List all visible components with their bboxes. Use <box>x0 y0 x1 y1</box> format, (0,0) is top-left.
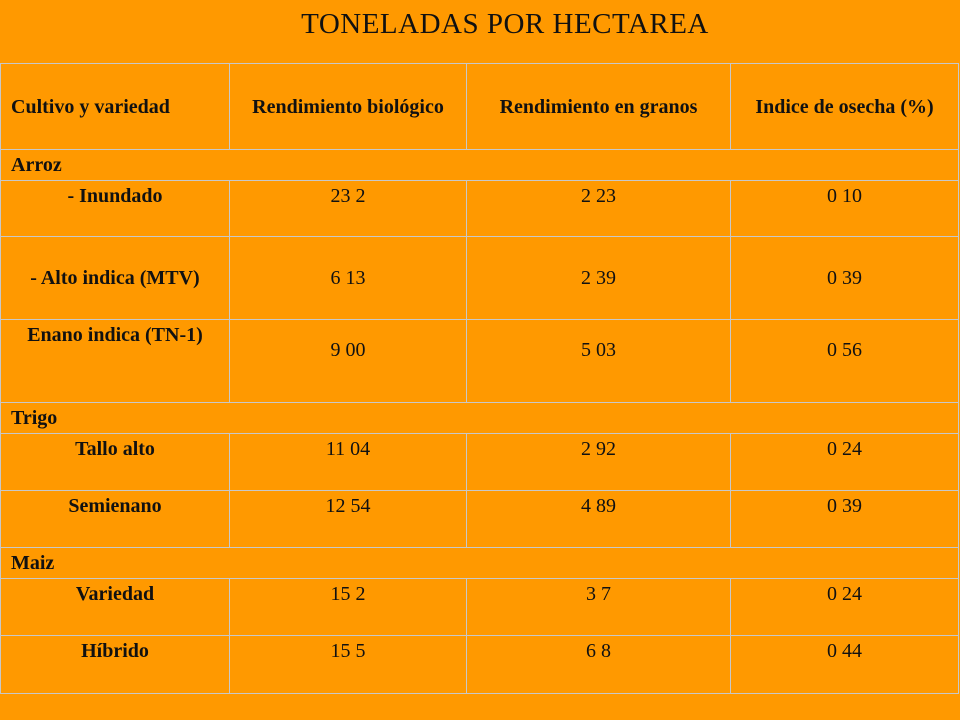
yield-table: Cultivo y variedad Rendimiento biológico… <box>0 63 959 694</box>
table-row: - Alto indica (MTV) 6 13 2 39 0 39 <box>0 236 959 320</box>
cell-granos: 6 8 <box>466 635 731 694</box>
table-row: Semienano 12 54 4 89 0 39 <box>0 490 959 548</box>
row-name: Híbrido <box>0 635 230 694</box>
table-row: Híbrido 15 5 6 8 0 44 <box>0 635 959 694</box>
row-name: - Inundado <box>0 180 230 237</box>
group-label-arroz: Arroz <box>0 149 959 181</box>
cell-indice: 0 56 <box>730 319 959 403</box>
cell-bio: 15 5 <box>229 635 467 694</box>
row-name: Variedad <box>0 578 230 636</box>
cell-indice: 0 24 <box>730 578 959 636</box>
table-row: Tallo alto 11 04 2 92 0 24 <box>0 433 959 491</box>
table-row: Variedad 15 2 3 7 0 24 <box>0 578 959 636</box>
row-name: Semienano <box>0 490 230 548</box>
cell-bio: 15 2 <box>229 578 467 636</box>
page-title: TONELADAS POR HECTAREA <box>301 8 709 40</box>
group-row-maiz: Maiz <box>0 547 959 579</box>
group-row-trigo: Trigo <box>0 402 959 434</box>
cell-indice: 0 10 <box>730 180 959 237</box>
header-indice-cosecha: Indice de osecha (%) <box>730 63 959 150</box>
cell-granos: 3 7 <box>466 578 731 636</box>
cell-indice: 0 44 <box>730 635 959 694</box>
group-label-maiz: Maiz <box>0 547 959 579</box>
table-header-row: Cultivo y variedad Rendimiento biológico… <box>0 63 959 150</box>
cell-bio: 6 13 <box>229 236 467 320</box>
cell-granos: 2 92 <box>466 433 731 491</box>
table-row: - Inundado 23 2 2 23 0 10 <box>0 180 959 237</box>
cell-indice: 0 24 <box>730 433 959 491</box>
header-rendimiento-granos: Rendimiento en granos <box>466 63 731 150</box>
group-row-arroz: Arroz <box>0 149 959 181</box>
cell-bio: 11 04 <box>229 433 467 491</box>
row-name: Enano indica (TN-1) <box>0 319 230 403</box>
table-row: Enano indica (TN-1) 9 00 5 03 0 56 <box>0 319 959 403</box>
cell-bio: 23 2 <box>229 180 467 237</box>
header-cultivo: Cultivo y variedad <box>0 63 230 150</box>
row-name: - Alto indica (MTV) <box>0 236 230 320</box>
row-name: Tallo alto <box>0 433 230 491</box>
cell-granos: 2 23 <box>466 180 731 237</box>
cell-bio: 9 00 <box>229 319 467 403</box>
cell-indice: 0 39 <box>730 236 959 320</box>
cell-indice: 0 39 <box>730 490 959 548</box>
cell-granos: 2 39 <box>466 236 731 320</box>
cell-granos: 4 89 <box>466 490 731 548</box>
cell-granos: 5 03 <box>466 319 731 403</box>
cell-bio: 12 54 <box>229 490 467 548</box>
group-label-trigo: Trigo <box>0 402 959 434</box>
header-rendimiento-biologico: Rendimiento biológico <box>229 63 467 150</box>
